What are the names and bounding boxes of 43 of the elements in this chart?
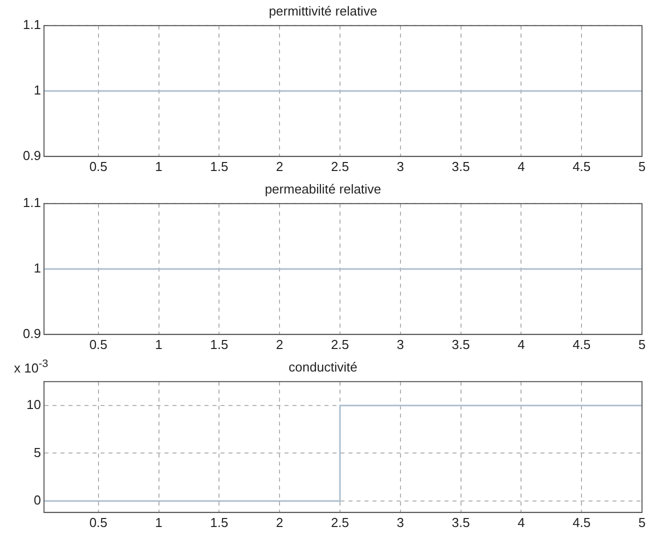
text: x 10$^{-3}$ xyxy=(14,358,48,376)
y-tick-label: 5 xyxy=(34,444,41,460)
x-tick-label: 3 xyxy=(396,336,404,352)
x-tick-label: 1.5 xyxy=(210,158,228,174)
x-tick-label: 4.5 xyxy=(572,336,591,352)
y-tick-label: 1.1 xyxy=(22,195,41,210)
x-tick-label: 4 xyxy=(518,336,525,352)
x-tick-label: 4 xyxy=(518,158,525,174)
x-tick-label: 5 xyxy=(638,336,646,352)
x-tick-label: 2.5 xyxy=(330,336,350,352)
x-tick-label: 3 xyxy=(396,514,404,530)
y-tick-label: 0.9 xyxy=(22,326,41,341)
x-tick-label: 1.5 xyxy=(210,336,228,352)
y-tick-label: 0 xyxy=(34,492,41,508)
x-tick-label: 0.5 xyxy=(89,158,108,174)
x-tick-label: 2 xyxy=(276,514,284,530)
x-tick-label: 5 xyxy=(638,158,646,174)
y-tick-label: 1.1 xyxy=(22,17,41,32)
y-tick-label: 1 xyxy=(34,82,41,98)
y-tick-label: 1 xyxy=(34,260,41,276)
x-tick-label: 3.5 xyxy=(452,158,470,174)
x-tick-label: 2.5 xyxy=(330,514,350,530)
x-tick-label: 4 xyxy=(518,514,525,530)
x-tick-label: 4.5 xyxy=(572,514,591,530)
x-tick-label: 1 xyxy=(155,514,162,530)
chart-title: conductivité xyxy=(288,359,358,374)
x-tick-label: 4.5 xyxy=(572,158,591,174)
x-tick-label: 3.5 xyxy=(452,514,470,530)
x-tick-label: 1.5 xyxy=(210,514,228,530)
x-tick-label: 3 xyxy=(396,158,404,174)
x-tick-label: 5 xyxy=(638,514,646,530)
y-tick-label: 0.9 xyxy=(22,148,41,163)
x-tick-label: 2.5 xyxy=(330,158,350,174)
chart-title: permittivité relative xyxy=(268,3,378,18)
x-tick-label: 3.5 xyxy=(452,336,470,352)
x-tick-label: 2 xyxy=(276,336,284,352)
x-tick-label: 2 xyxy=(276,158,284,174)
x-tick-label: 1 xyxy=(155,336,162,352)
x-tick-label: 0.5 xyxy=(89,336,108,352)
x-tick-label: 1 xyxy=(155,158,162,174)
chart-title: permeabilité relative xyxy=(264,181,382,196)
x-tick-label: 0.5 xyxy=(89,514,108,530)
y-tick-label: 10 xyxy=(26,397,41,412)
